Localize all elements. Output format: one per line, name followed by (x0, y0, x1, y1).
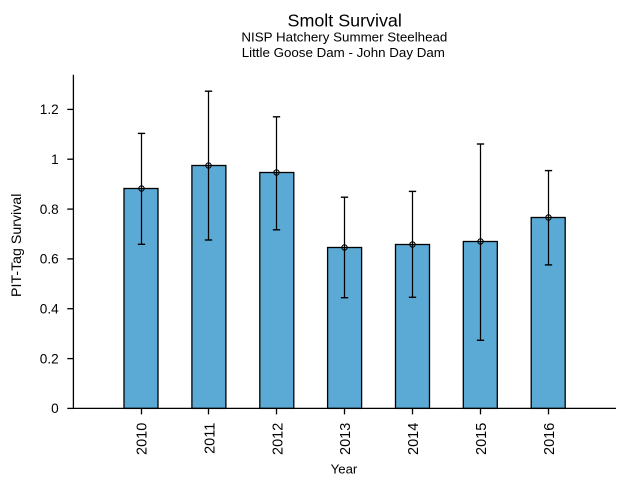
svg-text:2015: 2015 (474, 423, 490, 455)
svg-text:PIT-Tag Survival: PIT-Tag Survival (9, 194, 25, 297)
svg-text:0.2: 0.2 (40, 351, 59, 366)
svg-text:Smolt Survival: Smolt Survival (288, 11, 402, 31)
svg-text:0.4: 0.4 (40, 302, 59, 317)
svg-text:0: 0 (51, 401, 59, 416)
svg-text:0.8: 0.8 (40, 202, 59, 217)
svg-text:2010: 2010 (135, 423, 151, 455)
svg-text:2012: 2012 (270, 423, 286, 455)
svg-text:2011: 2011 (203, 423, 219, 454)
svg-text:2016: 2016 (542, 423, 558, 455)
svg-text:0.6: 0.6 (40, 252, 59, 267)
svg-text:Little Goose Dam - John Day Da: Little Goose Dam - John Day Dam (242, 45, 445, 60)
svg-text:Year: Year (331, 462, 358, 477)
svg-text:2014: 2014 (406, 423, 422, 455)
svg-text:2013: 2013 (338, 423, 354, 455)
svg-text:1: 1 (51, 152, 59, 167)
svg-text:NISP Hatchery Summer Steelhead: NISP Hatchery Summer Steelhead (241, 29, 447, 44)
svg-text:1.2: 1.2 (40, 102, 59, 117)
